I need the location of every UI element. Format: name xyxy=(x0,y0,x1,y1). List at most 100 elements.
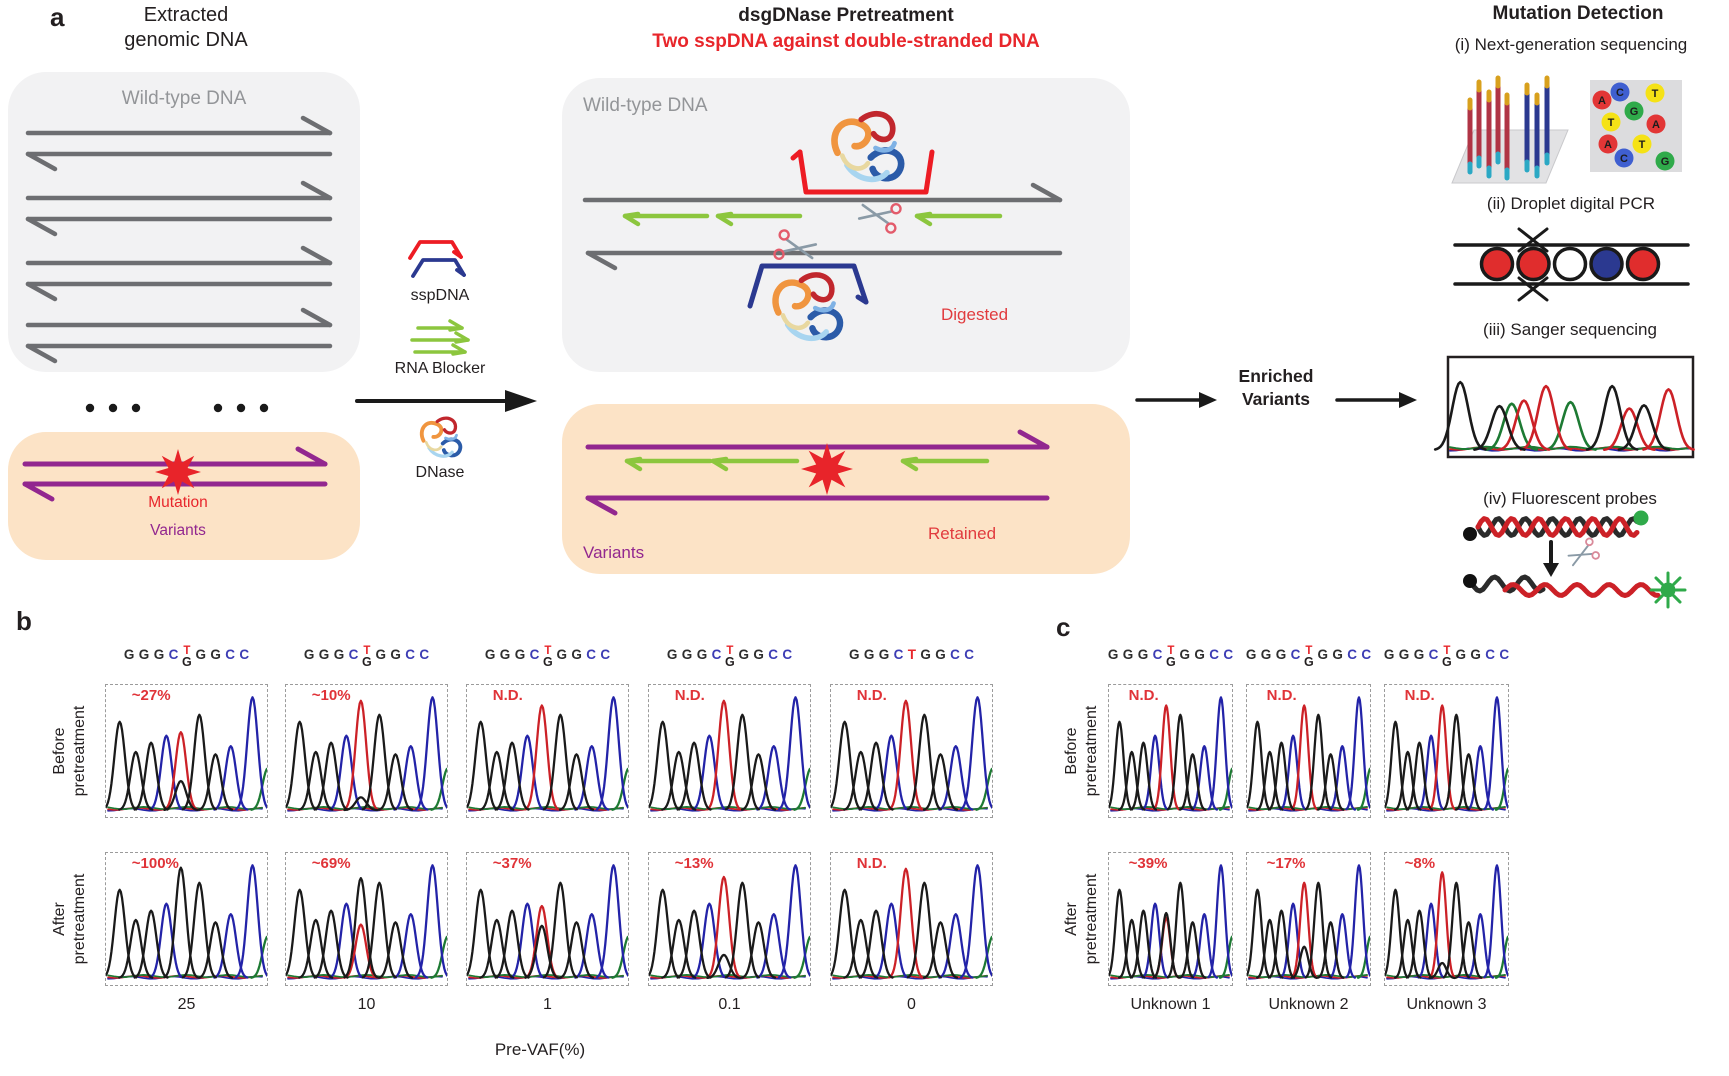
sspdna-bracket-red xyxy=(797,149,935,195)
trace-peak-g xyxy=(1218,767,1232,811)
chromatogram-b-before-5: N.D. xyxy=(830,684,993,818)
row-label-line: pretreatment xyxy=(71,705,88,797)
trace-peak-r xyxy=(1428,871,1456,979)
sequence-letter-G: G xyxy=(696,646,708,662)
trace-peak-b xyxy=(1466,913,1495,979)
row-label-c-after: After pretreatment xyxy=(1060,829,1104,1009)
ngs-base-circle-8 xyxy=(1614,148,1634,168)
detection-item-sanger: (iii) Sanger sequencing xyxy=(1483,320,1657,339)
trace-peak-k xyxy=(1118,918,1146,979)
category-label-b-1: 25 xyxy=(177,996,196,1013)
trace-peak-r xyxy=(1152,704,1180,811)
wt-strand-rev-3-arrowhead xyxy=(25,343,58,364)
sequence-letter-G: G xyxy=(1332,646,1343,662)
sequence-letter-C: C xyxy=(239,646,250,662)
trace-peak-k xyxy=(479,750,515,811)
enriched-label-line2: Variants xyxy=(1241,389,1311,409)
fluorophore-dot-bottom xyxy=(1660,582,1676,598)
protein-ribbon-5 xyxy=(812,301,836,313)
probe-strand-red-top xyxy=(1475,516,1640,538)
center-blocker-variant-0-arrowhead xyxy=(624,456,643,472)
ngs-base-letter-1: C xyxy=(1616,87,1624,99)
trace-peak-k xyxy=(740,921,777,979)
wild-base-G: G xyxy=(1166,655,1176,669)
wild-base-G: G xyxy=(1304,655,1314,669)
dnase-label: DNase xyxy=(415,464,465,481)
trace-peak-k xyxy=(676,909,712,979)
trace-peak-k xyxy=(298,750,334,811)
chromatogram-b-before-2: ~10% xyxy=(285,684,448,818)
scissors-icon-bottom xyxy=(773,229,818,260)
trace-peak-k xyxy=(1166,713,1195,811)
trace-peak-k xyxy=(163,779,199,811)
trace-peak-g xyxy=(975,935,992,979)
trace-peak-k xyxy=(163,866,199,979)
trace-peak-k xyxy=(1267,909,1296,979)
chromatogram-trace xyxy=(286,696,447,812)
trace-peak-g xyxy=(793,935,810,979)
trace-peak-k xyxy=(1152,911,1180,979)
dnase-protein-icon-top xyxy=(831,110,905,183)
trace-peak-b xyxy=(574,745,610,811)
variants-label-left: Variants xyxy=(150,522,206,539)
trace-peak-k xyxy=(1256,750,1284,811)
trace-peak-k xyxy=(1428,961,1456,980)
vaf-value-label: N.D. xyxy=(1128,687,1159,704)
sequence-letter-G: G xyxy=(1122,646,1134,662)
sequence-letter-G: G xyxy=(920,646,931,662)
vaf-value-label: ~69% xyxy=(311,855,351,872)
trace-peak-b xyxy=(1279,734,1307,811)
chromatogram-c-after-2: ~17% xyxy=(1246,852,1371,986)
sequence-letter-C: C xyxy=(586,646,596,662)
mutant-base-T: T xyxy=(1305,645,1313,657)
ngs-base-circle-6 xyxy=(1598,134,1618,154)
trace-peak-k xyxy=(467,720,499,811)
row-label-c-before: Before pretreatment xyxy=(1060,661,1104,841)
row-label-line: pretreatment xyxy=(1083,705,1100,797)
sequence-letter-C: C xyxy=(1485,646,1495,662)
sequence-letter-C: C xyxy=(1361,646,1372,662)
vaf-value-label: ~13% xyxy=(674,855,714,872)
trace-peak-k xyxy=(1442,881,1471,979)
center-variant-strand-rev-arrowhead xyxy=(585,495,618,516)
fluorescence-ray-5 xyxy=(1654,576,1664,586)
chromatogram-trace xyxy=(286,864,447,980)
chromatogram-trace xyxy=(1385,696,1508,812)
sequence-letter-G: G xyxy=(848,646,860,662)
enriched-arrow-left-head xyxy=(1199,392,1217,408)
chromatogram-trace xyxy=(467,864,628,980)
chromatogram-trace xyxy=(649,696,810,812)
sequence-letter-G: G xyxy=(1245,646,1257,662)
trace-peak-b xyxy=(938,745,974,811)
sequence-letter-C: C xyxy=(782,646,793,662)
trace-peak-k xyxy=(858,909,894,979)
chromatogram-c-before-3: N.D. xyxy=(1384,684,1509,818)
sequence-letter-C: C xyxy=(1209,646,1219,662)
sequence-letter-C: C xyxy=(1152,646,1163,662)
trace-peak-b xyxy=(959,696,992,811)
ngs-base-circle-0 xyxy=(1592,90,1612,110)
sequence-letter-C: C xyxy=(893,646,904,662)
ngs-base-letter-9: G xyxy=(1661,156,1670,168)
chromatogram-c-before-2: N.D. xyxy=(1246,684,1371,818)
sequence-letter-G: G xyxy=(1107,646,1119,662)
category-label-c-3: Unknown 3 xyxy=(1406,996,1487,1013)
trace-peak-k xyxy=(1118,750,1146,811)
protein-ribbon-1 xyxy=(798,272,835,303)
trace-peak-b xyxy=(213,745,249,811)
wild-type-box-left xyxy=(8,72,360,372)
trace-peak-k xyxy=(843,918,879,979)
trace-peak-k xyxy=(1290,945,1318,979)
trace-peak-k xyxy=(1178,753,1207,811)
chromatogram-b-before-3: N.D. xyxy=(466,684,629,818)
trace-peak-r xyxy=(1642,388,1695,451)
sequence-letter-G: G xyxy=(210,646,221,662)
protein-ribbon-5 xyxy=(873,140,897,153)
chromatogram-c-before-1: N.D. xyxy=(1108,684,1233,818)
chromatogram-c-after-3: ~8% xyxy=(1384,852,1509,986)
trace-peak-k xyxy=(1454,753,1483,811)
trace-peak-k xyxy=(1129,909,1158,979)
